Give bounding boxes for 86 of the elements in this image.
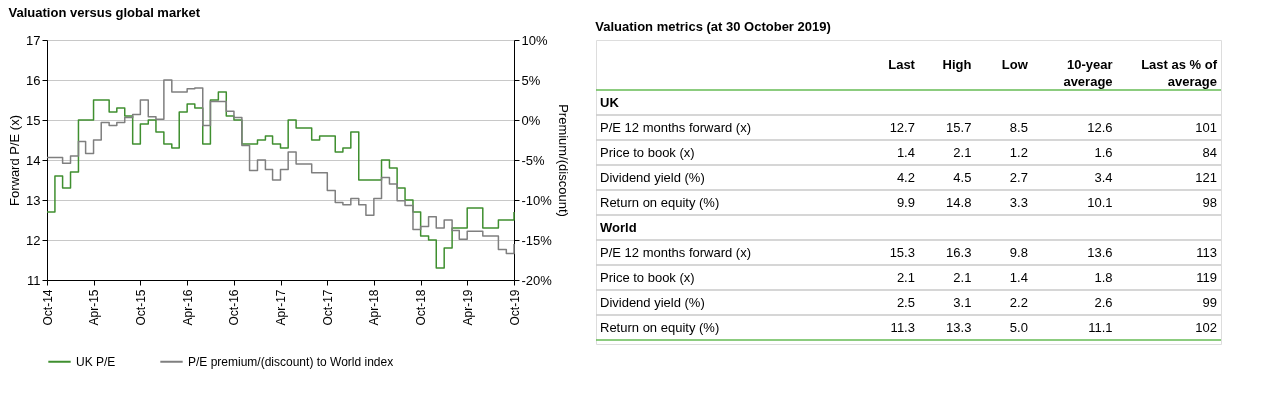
text: 1.2 xyxy=(1009,144,1028,160)
y-tick-label: 17 xyxy=(26,32,41,48)
text: 5.0 xyxy=(1009,319,1028,335)
x-tick-label: Apr-15 xyxy=(87,289,102,326)
text: 1.8 xyxy=(1094,269,1113,285)
legend-label: P/E premium/(discount) to World index xyxy=(188,354,394,369)
text: 3.1 xyxy=(953,294,972,310)
category-label: Price to book (x) xyxy=(600,144,695,160)
y2-tick-label: -15% xyxy=(521,232,553,248)
x-tick-label: Apr-19 xyxy=(460,289,475,326)
y2-tick-label: 5% xyxy=(521,72,541,88)
y-axis-title: Forward P/E (x) xyxy=(7,114,23,207)
y2-tick-label: 10% xyxy=(521,32,548,48)
x-tick-label: Oct-15 xyxy=(133,289,148,326)
y-tick-label: 14 xyxy=(26,152,41,168)
y-tick-label: 13 xyxy=(26,192,41,208)
y2-tick-label: -10% xyxy=(521,192,553,208)
y2-axis-title: Premium/(discount) xyxy=(555,104,571,217)
category-label: World xyxy=(600,219,637,235)
category-label: Return on equity (%) xyxy=(600,319,720,335)
text: 8.5 xyxy=(1009,119,1028,135)
category-label: UK xyxy=(600,94,619,110)
y-tick-label: 12 xyxy=(26,232,41,248)
text: 98 xyxy=(1202,194,1217,210)
text: Valuation metrics (at 30 October 2019) xyxy=(595,19,831,34)
x-tick-label: Oct-17 xyxy=(320,289,335,326)
x-tick-label: Apr-17 xyxy=(274,289,288,326)
text: 1.4 xyxy=(896,144,915,160)
text: 119 xyxy=(1196,269,1217,285)
legend-label: UK P/E xyxy=(76,354,116,369)
text: 14.8 xyxy=(946,194,972,210)
y-tick-label: 11 xyxy=(27,272,41,288)
text: 4.5 xyxy=(953,169,972,185)
y-tick-label: 16 xyxy=(26,72,41,88)
text: 10.1 xyxy=(1087,194,1113,210)
category-label: Dividend yield (%) xyxy=(600,169,705,185)
x-tick-label: Oct-19 xyxy=(507,289,522,326)
category-label: Price to book (x) xyxy=(600,269,695,285)
text: 9.8 xyxy=(1009,244,1028,260)
text: 101 xyxy=(1195,119,1217,135)
x-tick-label: Oct-14 xyxy=(40,289,55,326)
text: 1.6 xyxy=(1094,144,1113,160)
text: 3.4 xyxy=(1094,169,1113,185)
text: 12.7 xyxy=(889,119,915,135)
y-tick-label: 15 xyxy=(26,112,41,128)
chart-title: Valuation versus global market xyxy=(8,5,201,20)
category-label: Low xyxy=(1001,57,1029,72)
category-label: P/E 12 months forward (x) xyxy=(600,119,751,135)
text: 1.4 xyxy=(1009,269,1028,285)
x-tick-label: Apr-16 xyxy=(180,289,195,326)
text: 15.7 xyxy=(946,119,972,135)
text: 121 xyxy=(1195,169,1217,185)
text: 13.6 xyxy=(1087,244,1113,260)
category-label: Return on equity (%) xyxy=(600,194,720,210)
text: 4.2 xyxy=(896,169,915,185)
y2-tick-label: -5% xyxy=(521,152,546,168)
text: 2.1 xyxy=(896,269,915,285)
text: 2.5 xyxy=(896,294,915,310)
text: 3.3 xyxy=(1009,194,1028,210)
category-label: High xyxy=(942,57,972,72)
text: 2.7 xyxy=(1009,169,1028,185)
text: 15.3 xyxy=(889,244,915,260)
category-label: 10-year average xyxy=(1063,57,1113,89)
text: 12.6 xyxy=(1087,119,1113,135)
text: 16.3 xyxy=(946,244,972,260)
text: 13.3 xyxy=(946,319,972,335)
text: 2.2 xyxy=(1009,294,1028,310)
x-tick-label: Oct-16 xyxy=(227,289,242,326)
category-label: P/E 12 months forward (x) xyxy=(600,244,751,260)
text: 11.3 xyxy=(890,319,915,335)
y2-tick-label: 0% xyxy=(521,112,541,128)
text: 2.6 xyxy=(1094,294,1113,310)
category-label: Dividend yield (%) xyxy=(600,294,705,310)
text: 9.9 xyxy=(896,194,915,210)
text: 113 xyxy=(1196,244,1217,260)
x-tick-label: Apr-18 xyxy=(367,289,382,326)
text: 2.1 xyxy=(953,144,972,160)
text: 102 xyxy=(1195,319,1217,335)
text: 11.1 xyxy=(1088,319,1113,335)
y2-tick-label: -20% xyxy=(521,272,553,288)
text: 84 xyxy=(1202,144,1217,160)
category-label: Last xyxy=(888,57,916,72)
text: 2.1 xyxy=(953,269,972,285)
text: 99 xyxy=(1202,294,1217,310)
category-label: Last as % of average xyxy=(1141,57,1218,89)
x-tick-label: Oct-18 xyxy=(414,289,429,326)
